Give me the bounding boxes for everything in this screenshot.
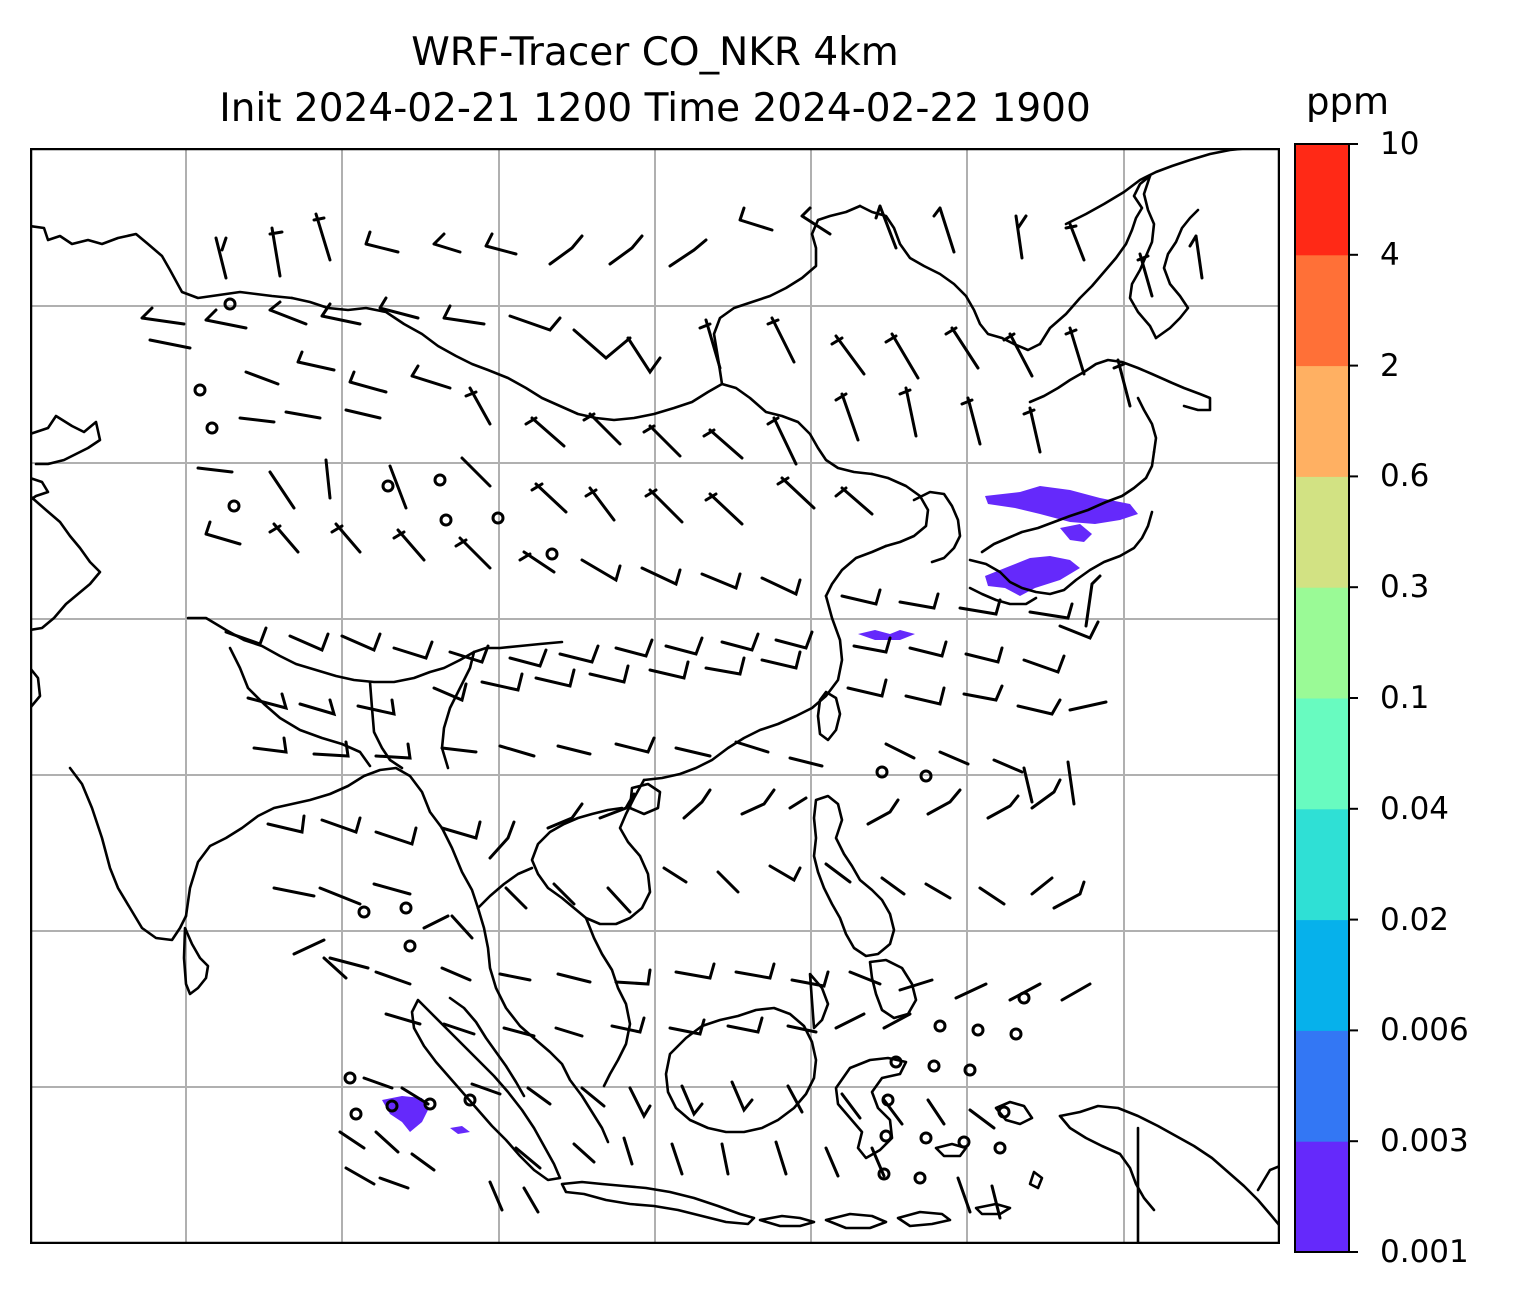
colorbar-segment [1295,587,1349,699]
wind-barbs [140,204,1204,1220]
colorbar-segment [1295,365,1349,477]
tracer-patch-korea-east [1060,524,1092,542]
colorbar-tick-label: 0.1 [1380,680,1430,716]
colorbar-tick-label: 0.3 [1380,569,1430,606]
tracer-patch-sumatra [382,1096,428,1132]
map-frame [30,148,1280,1244]
tracer-patches [382,486,1138,1134]
map-subtitle: Init 2024-02-21 1200 Time 2024-02-22 190… [219,86,1091,131]
tracer-patch-sumatra-small [450,1126,470,1134]
colorbar-segment [1295,698,1349,810]
colorbar-segment [1295,144,1349,256]
colorbar-tick-label: 0.001 [1380,1234,1469,1270]
colorbar-segment [1295,1030,1349,1142]
colorbar-segment [1295,476,1349,588]
tracer-patch-japan-south [985,556,1080,596]
tracer-patch-taiwan-strait [858,630,915,640]
tracer-patch-japan-north [985,486,1138,524]
colorbar-tick-label: 0.003 [1380,1123,1469,1160]
colorbar-segment [1295,808,1349,921]
gridlines [30,148,1280,1244]
colorbar-tick-label: 2 [1380,347,1400,384]
colorbar-segment [1295,1141,1349,1253]
colorbar-tick-label: 0.04 [1380,790,1450,827]
calm-markers [193,297,1031,1185]
colorbar-tick-label: 0.02 [1380,901,1450,938]
colorbar-tick-label: 4 [1380,236,1400,273]
colorbar-tick-label: 0.006 [1380,1012,1469,1049]
map-panel [30,148,1280,1244]
colorbar-tick-label: 10 [1380,126,1420,162]
colorbar-tick-label: 0.6 [1380,458,1430,495]
colorbar-segment [1295,919,1349,1031]
colorbar-segment [1295,254,1349,367]
colorbar-unit: ppm [1306,80,1390,123]
map-title: WRF-Tracer CO_NKR 4km [411,30,899,75]
colorbar [1294,143,1358,1253]
